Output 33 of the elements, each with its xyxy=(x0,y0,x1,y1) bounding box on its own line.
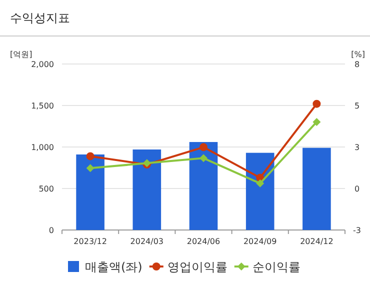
point xyxy=(256,179,264,188)
chart-title: 수익성지표 xyxy=(10,11,70,25)
point xyxy=(200,143,208,152)
y2-tick-label: 3 xyxy=(354,143,360,152)
y2-axis-title: [%] xyxy=(351,50,365,59)
bar xyxy=(246,152,274,230)
point xyxy=(200,154,208,162)
legend-label: 매출액(좌) xyxy=(85,260,142,274)
point xyxy=(312,118,321,126)
bar xyxy=(302,148,331,230)
y-tick-label: 0 xyxy=(48,226,54,235)
y-tick-label: 1,000 xyxy=(31,143,54,152)
y2-tick-label: 8 xyxy=(354,60,360,69)
bar xyxy=(132,149,162,230)
y-tick-label: 2,000 xyxy=(31,60,54,69)
x-tick-label: 2024/12 xyxy=(300,237,334,246)
bar xyxy=(76,154,104,230)
point xyxy=(312,100,321,108)
x-tick-label: 2024/09 xyxy=(243,237,277,246)
x-tick-label: 2023/12 xyxy=(74,237,107,246)
point xyxy=(86,164,94,172)
y-tick-label: 1,500 xyxy=(31,102,54,110)
y-axis-title: [억원] xyxy=(10,50,32,59)
point xyxy=(86,152,94,160)
bar xyxy=(189,142,218,230)
x-tick-label: 2024/06 xyxy=(186,237,220,246)
x-tick-label: 2024/03 xyxy=(130,237,164,246)
y2-tick-label: 0 xyxy=(354,184,360,194)
legend-label: 영업이익률 xyxy=(167,260,228,274)
y-tick-label: 500 xyxy=(38,184,54,194)
legend-label: 순이익률 xyxy=(252,260,300,274)
y2-tick-label: 5 xyxy=(354,102,360,110)
y2-tick-label: -3 xyxy=(353,226,361,235)
